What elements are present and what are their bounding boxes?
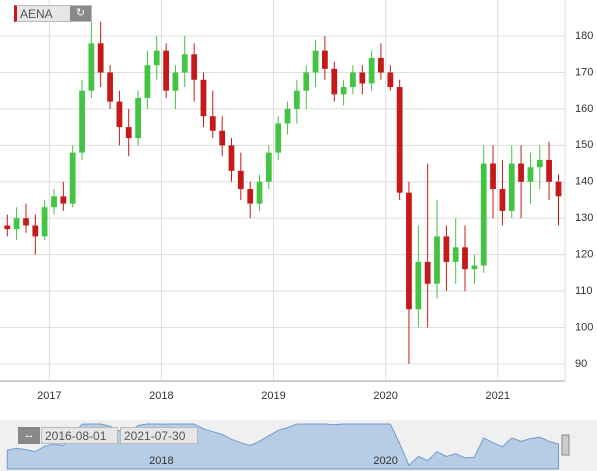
y-tick-label: 110 (575, 285, 593, 297)
y-tick-label: 100 (575, 321, 593, 333)
candle-body (490, 163, 496, 190)
candle-body (471, 265, 478, 270)
refresh-button[interactable]: ↻ (70, 6, 91, 21)
y-tick-label: 90 (575, 358, 587, 370)
navigator-tick-label: 2020 (373, 455, 397, 467)
y-tick-label: 150 (575, 139, 593, 151)
candle-body (247, 189, 254, 204)
to-date[interactable]: 2021-07-30 (120, 427, 198, 444)
candle-body (303, 72, 310, 91)
candle-body (163, 50, 170, 91)
candle-body (434, 236, 440, 284)
candle-body (378, 57, 384, 73)
candle-body (219, 130, 226, 146)
candle-body (88, 43, 95, 91)
candle-body (359, 72, 366, 84)
y-tick-label: 160 (575, 103, 593, 115)
y-tick-label: 130 (575, 212, 593, 224)
candle-body (275, 123, 282, 153)
candle-body (172, 72, 179, 91)
candle-body (237, 170, 244, 190)
candle-body (443, 236, 450, 262)
x-tick-label: 2020 (373, 390, 397, 402)
candle-body (518, 163, 524, 182)
candle-body (527, 167, 534, 182)
candle-body (406, 192, 412, 310)
candle-body (424, 261, 431, 284)
candle-body (125, 127, 132, 139)
candle-body (60, 196, 67, 204)
candle-body (555, 181, 562, 197)
candle-body (396, 87, 403, 193)
navigator-handle[interactable] (561, 434, 570, 456)
candle-body (51, 196, 57, 208)
candle-body (452, 247, 459, 262)
candle-body (546, 159, 552, 182)
candle-body (293, 90, 300, 109)
candle-body (69, 152, 76, 204)
candle-body (284, 108, 291, 124)
candle-body (368, 57, 375, 84)
candle-body (462, 247, 468, 270)
y-tick-label: 180 (575, 30, 593, 42)
candle-body (321, 50, 328, 69)
x-tick-label: 2017 (37, 390, 61, 402)
candle-body (340, 87, 347, 95)
candle-body (107, 72, 113, 102)
x-tick-label: 2021 (485, 390, 509, 402)
x-tick-label: 2019 (261, 390, 285, 402)
candle-body (508, 163, 515, 211)
candle-body (265, 152, 272, 182)
plot (0, 0, 565, 381)
candle-body (181, 54, 188, 73)
candle-body (41, 207, 48, 237)
candle-body (312, 50, 319, 73)
candle-body (4, 225, 11, 230)
x-tick-label: 2018 (149, 390, 173, 402)
candle-body (480, 163, 487, 266)
candle-body (135, 97, 141, 139)
candle-body (536, 159, 543, 168)
candle-body (256, 181, 263, 204)
candle-body (209, 116, 216, 131)
navigator-tick-label: 2018 (149, 455, 173, 467)
candle-body (331, 68, 338, 95)
candle-body (32, 225, 39, 237)
candle-body (23, 218, 29, 226)
candle-body (97, 43, 104, 73)
candle-body (144, 65, 151, 98)
candle-body (228, 145, 235, 171)
y-tick-label: 120 (575, 249, 593, 261)
candle-body (415, 261, 422, 310)
candle-body (191, 54, 198, 80)
y-tick-label: 170 (575, 66, 593, 78)
candle-body (499, 189, 506, 211)
candle-body (200, 79, 207, 117)
from-date[interactable]: 2016-08-01 (41, 427, 118, 444)
candle-body (13, 218, 20, 230)
candle-body (153, 50, 160, 66)
candle-body (350, 72, 356, 88)
y-tick-label: 140 (575, 176, 593, 188)
candle-body (387, 72, 394, 88)
range-toggle[interactable]: ↔ (18, 427, 40, 444)
candle-body (116, 101, 123, 128)
candle-body (79, 90, 85, 153)
